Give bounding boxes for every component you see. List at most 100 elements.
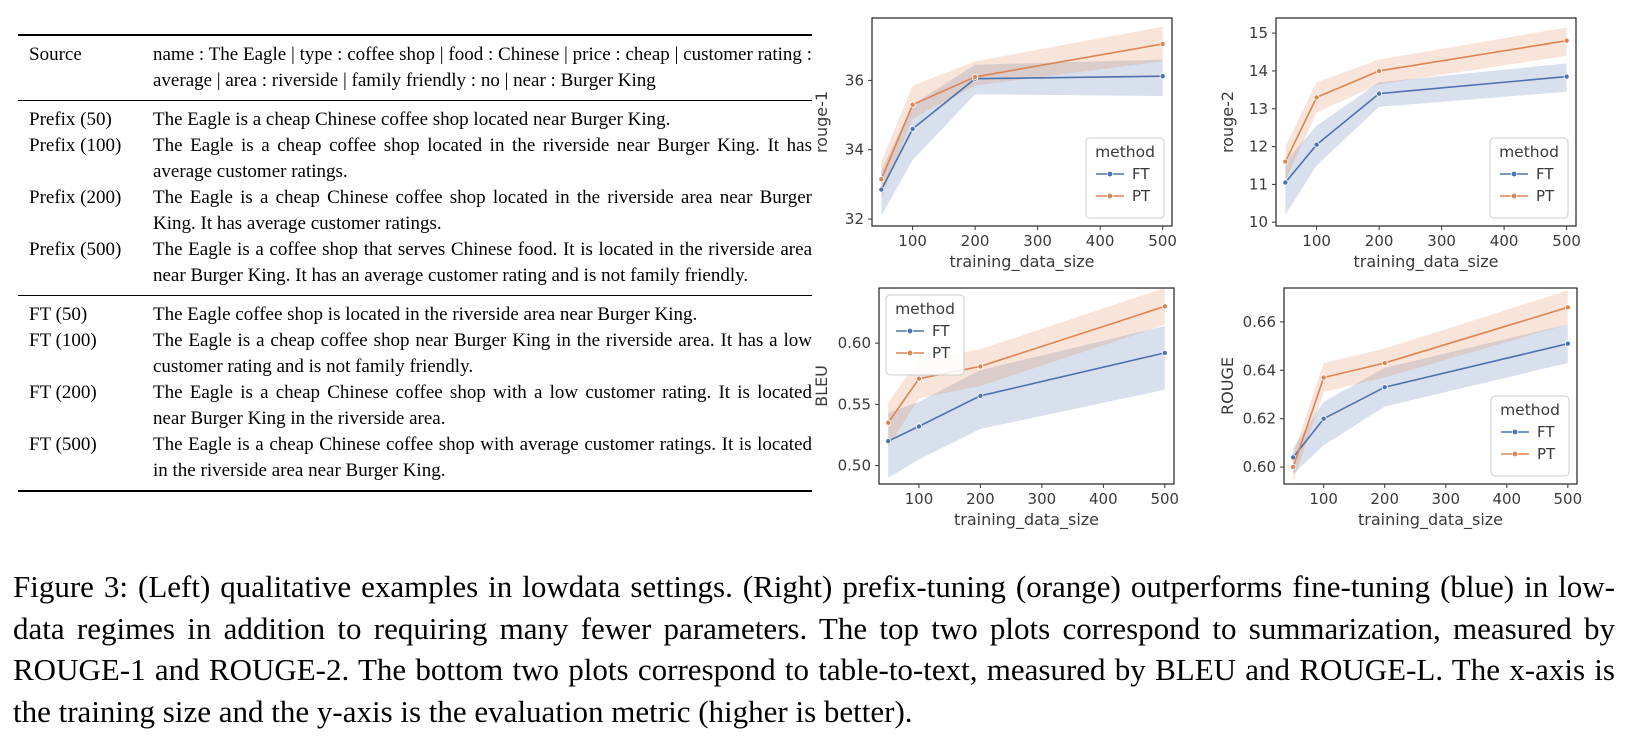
legend-marker-pt (1510, 192, 1518, 200)
table-source-section: Source name : The Eagle | type : coffee … (18, 36, 812, 100)
data-point-ft (1161, 349, 1168, 356)
data-point-ft (885, 438, 892, 445)
figure-caption: Figure 3: (Left) qualitative examples in… (13, 569, 1615, 729)
legend-box (885, 294, 965, 376)
row-text: The Eagle is a cheap Chinese coffee shop… (153, 434, 812, 481)
y-tick-label: 0.62 (1243, 410, 1276, 428)
series-line-ft (880, 75, 1163, 190)
y-tick-label: 14 (1249, 62, 1268, 80)
x-tick-label: 100 (898, 232, 927, 250)
y-tick-label: 32 (845, 210, 864, 228)
legend-marker-pt (906, 349, 914, 357)
table-row-prefix-100: Prefix (100) The Eagle is a cheap coffee… (18, 133, 812, 185)
row-text: The Eagle is a cheap coffee shop near Bu… (153, 330, 812, 377)
x-tick-label: 100 (1309, 490, 1338, 508)
series-line-pt (880, 43, 1163, 180)
table-row-prefix-200: Prefix (200) The Eagle is a cheap Chines… (18, 185, 812, 237)
chart-rouge2: 100 200 300 400 500 10 11 12 13 14 15 training_data… (1218, 17, 1581, 272)
row-label: Prefix (500) (29, 239, 122, 260)
y-tick-label: 15 (1249, 24, 1268, 42)
x-tick-label: 200 (966, 490, 995, 508)
ci-band-pt (881, 26, 1163, 199)
data-point-pt (1159, 41, 1166, 48)
row-text: The Eagle is a coffee shop that serves C… (153, 239, 812, 286)
chart-rouge1: 100 200 300 400 500 32 34 36 training_data_size r… (812, 17, 1177, 272)
legend-marker-ft (1511, 428, 1519, 436)
y-tick-label: 13 (1249, 100, 1268, 118)
x-tick-label: 500 (1148, 232, 1177, 250)
data-point-pt (1376, 67, 1383, 74)
data-point-pt (1290, 464, 1297, 471)
y-tick-label: 36 (845, 71, 864, 89)
data-point-ft (1564, 340, 1571, 347)
legend-box (1085, 137, 1165, 219)
table-row-ft-200: FT (200) The Eagle is a cheap Chinese co… (18, 380, 812, 432)
data-point-ft (909, 125, 916, 132)
table-row-ft-100: FT (100) The Eagle is a cheap coffee sho… (18, 328, 812, 380)
data-point-pt (1563, 37, 1570, 44)
legend-marker-pt (1106, 192, 1114, 200)
data-point-pt (972, 73, 979, 80)
x-axis-label: training_data_size (1353, 252, 1498, 272)
x-tick-label: 200 (1370, 490, 1399, 508)
legend-marker-ft (1510, 170, 1518, 178)
x-axis-label: training_data_size (954, 510, 1099, 530)
data-point-ft (1282, 179, 1289, 186)
data-point-ft (1313, 141, 1320, 148)
legend: method FT PT (1085, 137, 1165, 219)
data-point-pt (909, 101, 916, 108)
data-point-pt (885, 419, 892, 426)
x-tick-label: 300 (1028, 490, 1057, 508)
x-tick-label: 100 (905, 490, 934, 508)
legend-entry-pt: PT (932, 344, 951, 362)
x-tick-label: 300 (1427, 232, 1456, 250)
y-tick-label: 10 (1249, 213, 1268, 231)
y-tick-label: 0.66 (1243, 313, 1276, 331)
table-ft-section: FT (50) The Eagle coffee shop is located… (18, 296, 812, 490)
ci-band-ft (881, 59, 1163, 216)
x-axis-label: training_data_size (1358, 510, 1503, 530)
row-text: The Eagle is a cheap coffee shop located… (153, 135, 812, 182)
x-tick-label: 300 (1023, 232, 1052, 250)
x-tick-label: 400 (1492, 490, 1521, 508)
data-point-pt (1313, 94, 1320, 101)
x-tick-label: 300 (1431, 490, 1460, 508)
ci-band-pt (1293, 290, 1568, 482)
qualitative-examples-table: Source name : The Eagle | type : coffee … (18, 34, 812, 492)
data-point-ft (977, 392, 984, 399)
table-row-ft-500: FT (500) The Eagle is a cheap Chinese co… (18, 432, 812, 484)
row-label: Source (29, 44, 82, 65)
plot-frame (878, 287, 1175, 485)
y-axis-label: ROUGE (1218, 357, 1237, 415)
table-mid-rule (18, 100, 812, 101)
x-tick-label: 500 (1554, 490, 1583, 508)
data-point-ft (1563, 73, 1570, 80)
x-tick-label: 200 (1365, 232, 1394, 250)
row-text: The Eagle is a cheap Chinese coffee shop… (153, 382, 812, 429)
table-row-prefix-50: Prefix (50) The Eagle is a cheap Chinese… (18, 107, 812, 133)
row-text: The Eagle is a cheap Chinese coffee shop… (153, 187, 812, 234)
legend-box (1489, 137, 1569, 219)
legend-entry-ft: FT (1537, 423, 1555, 441)
x-tick-label: 100 (1302, 232, 1331, 250)
legend-box (1490, 395, 1570, 477)
y-tick-label: 34 (845, 141, 864, 159)
table-mid-rule (18, 295, 812, 296)
x-tick-label: 400 (1490, 232, 1519, 250)
row-label: Prefix (200) (29, 187, 122, 208)
data-point-pt (1381, 360, 1388, 367)
legend: method FT PT (1489, 137, 1569, 219)
legend-title: method (1500, 401, 1560, 419)
data-point-pt (915, 375, 922, 382)
data-point-ft (878, 186, 885, 193)
legend-title: method (1095, 143, 1155, 161)
legend-entry-pt: PT (1537, 445, 1556, 463)
y-tick-label: 11 (1249, 175, 1268, 193)
data-point-pt (1320, 374, 1327, 381)
data-point-ft (1320, 415, 1327, 422)
data-point-ft (1381, 384, 1388, 391)
series-line-ft (1292, 342, 1568, 458)
legend-marker-pt (1511, 450, 1519, 458)
row-text: name : The Eagle | type : coffee shop | … (153, 44, 812, 91)
plot-frame (871, 17, 1173, 227)
